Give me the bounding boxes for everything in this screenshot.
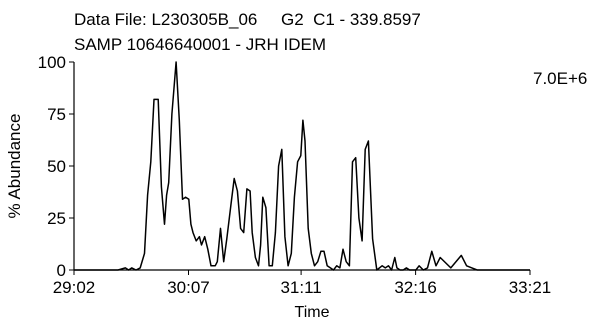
x-tick-label: 31:11 [280,278,321,297]
y-tick-label: 75 [47,105,66,124]
y-axis-label: % Abundance [5,114,24,219]
data-file-title: Data File: L230305B_06 G2 C1 - 339.8597 [74,10,421,29]
series-line [74,61,530,271]
x-tick-label: 33:21 [509,278,552,297]
x-axis-label: Time [295,304,330,321]
scale-label: 7.0E+6 [533,69,587,88]
x-tick-label: 29:02 [53,278,96,297]
x-tick-label: 30:07 [167,278,210,297]
y-tick-label: 0 [57,261,66,280]
series-group [74,61,530,271]
axes [73,62,530,271]
x-tick-label: 32:16 [394,278,437,297]
ticks: 0 25 50 75 100 29:02 30:07 31:11 32:16 33:21 [38,53,552,297]
y-tick-label: 25 [47,209,66,228]
y-tick-label: 50 [47,157,66,176]
sample-subtitle: SAMP 10646640001 - JRH IDEM [74,35,326,54]
y-tick-label: 100 [38,53,66,72]
